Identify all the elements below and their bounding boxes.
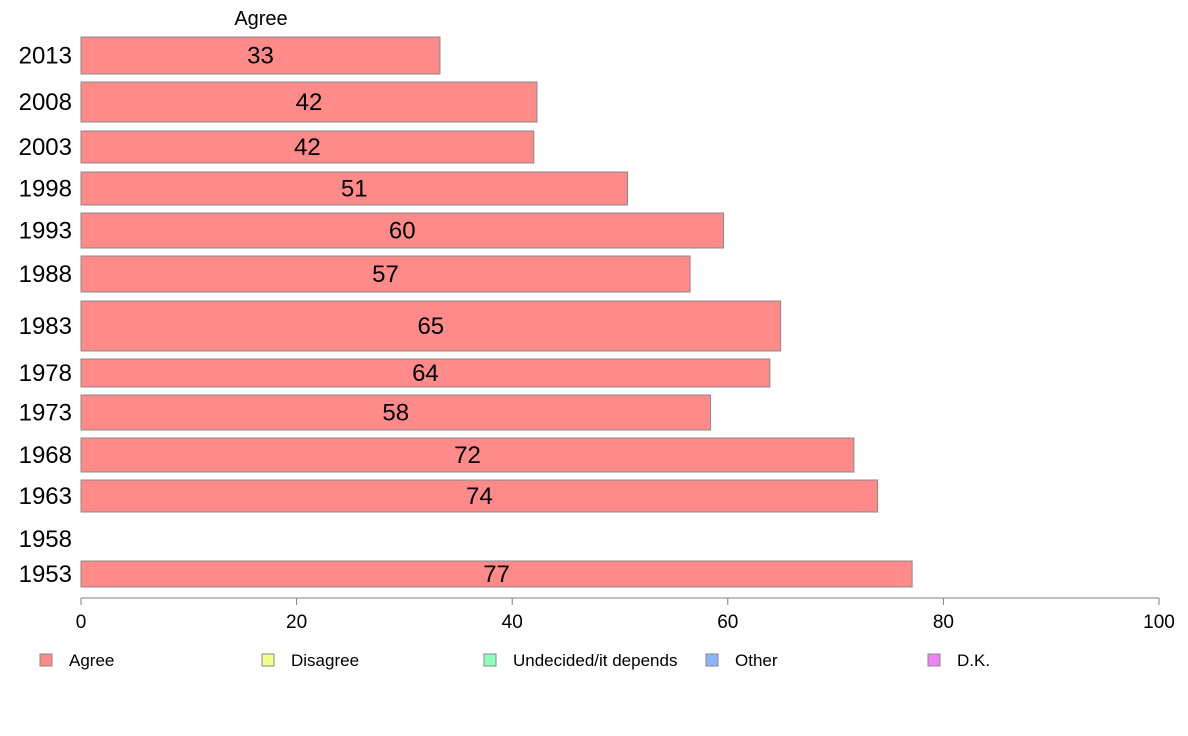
x-tick-label: 100 xyxy=(1143,612,1175,633)
bar-value-label: 33 xyxy=(247,43,274,70)
bar-value-label: 57 xyxy=(372,261,399,288)
year-label: 1988 xyxy=(19,261,72,288)
bar xyxy=(80,560,913,588)
bar xyxy=(80,394,712,431)
bar-value-label: 42 xyxy=(294,134,321,161)
legend-swatch xyxy=(39,653,53,667)
bar xyxy=(80,36,441,75)
x-tick-label: 0 xyxy=(76,612,87,633)
legend-label: Other xyxy=(735,651,778,670)
bar-value-label: 64 xyxy=(412,360,439,387)
bar xyxy=(80,81,538,123)
legend-label: Disagree xyxy=(291,651,359,670)
year-label: 2008 xyxy=(19,89,72,116)
bar-value-label: 77 xyxy=(483,561,510,588)
year-label: 1983 xyxy=(19,313,72,340)
bar-value-label: 72 xyxy=(454,442,481,469)
bar xyxy=(80,255,691,293)
bar-value-label: 58 xyxy=(382,400,409,427)
year-label: 1978 xyxy=(19,360,72,387)
x-tick-label: 60 xyxy=(717,612,738,633)
bar-value-label: 65 xyxy=(417,313,444,340)
bar xyxy=(80,437,855,473)
legend-swatch xyxy=(261,653,275,667)
bar xyxy=(80,479,879,513)
year-label: 2013 xyxy=(19,43,72,70)
legend-swatch xyxy=(483,653,497,667)
bar-value-label: 51 xyxy=(341,176,368,203)
x-tick-label: 20 xyxy=(286,612,307,633)
bar xyxy=(80,358,771,388)
bar xyxy=(80,130,535,164)
year-label: 1968 xyxy=(19,442,72,469)
year-label: 2003 xyxy=(19,134,72,161)
legend-label: D.K. xyxy=(957,651,990,670)
column-header: Agree xyxy=(234,8,287,30)
legend-swatch xyxy=(927,653,941,667)
bar xyxy=(80,300,782,352)
year-label: 1993 xyxy=(19,218,72,245)
bar xyxy=(80,212,724,249)
bar xyxy=(80,171,629,206)
legend-label: Agree xyxy=(69,651,114,670)
bar-value-label: 60 xyxy=(389,218,416,245)
year-label: 1998 xyxy=(19,176,72,203)
year-label: 1953 xyxy=(19,561,72,588)
x-tick-label: 40 xyxy=(502,612,523,633)
legend-label: Undecided/it depends xyxy=(513,651,677,670)
bar-value-label: 74 xyxy=(466,483,493,510)
legend-swatch xyxy=(705,653,719,667)
year-label: 1958 xyxy=(19,526,72,553)
year-label: 1963 xyxy=(19,483,72,510)
bar-value-label: 42 xyxy=(296,89,323,116)
x-tick-label: 80 xyxy=(933,612,954,633)
year-label: 1973 xyxy=(19,400,72,427)
